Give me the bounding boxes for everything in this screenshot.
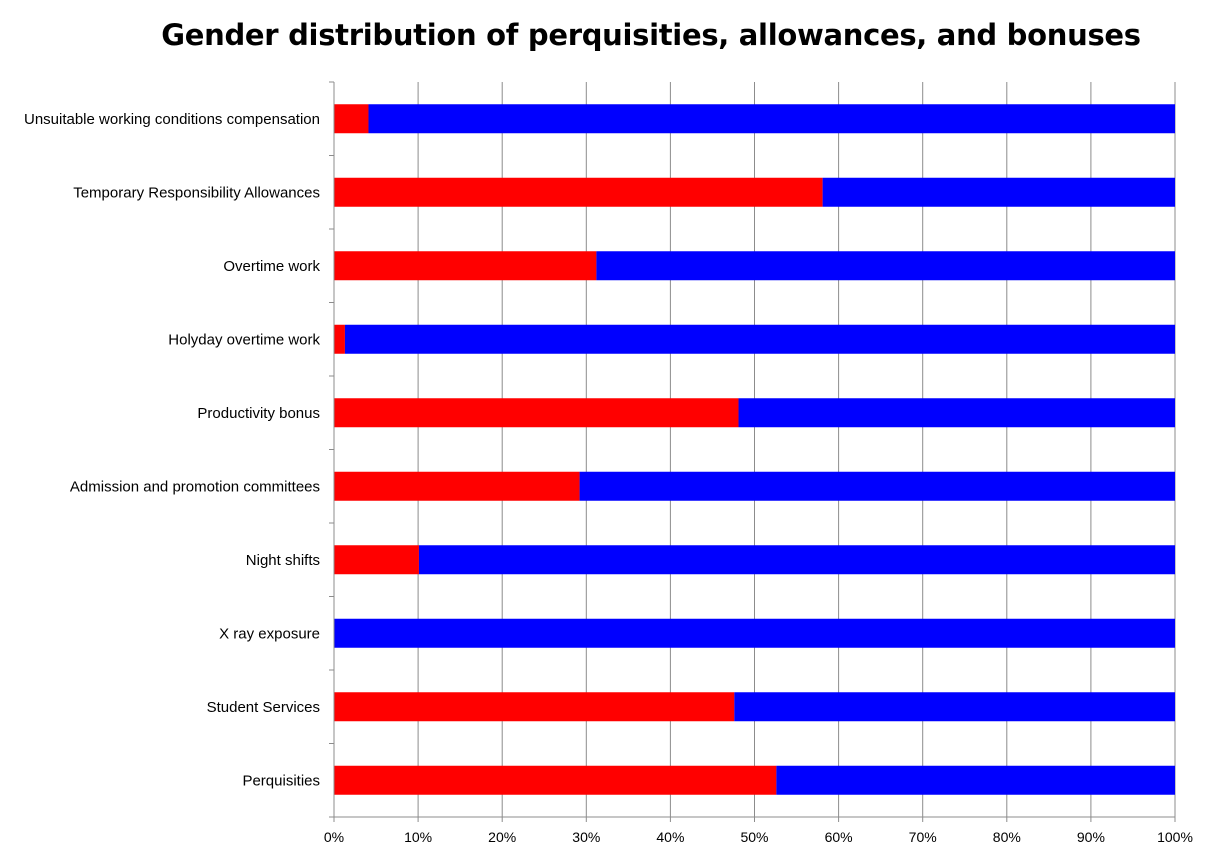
bar-segment-red [334, 471, 580, 501]
bar-segment-red [334, 324, 345, 354]
bar-segment-blue [738, 398, 1175, 428]
bar-segment-blue [596, 251, 1175, 281]
bar-segment-red [334, 104, 369, 134]
bar-segment-blue [734, 692, 1175, 722]
bar-segment-blue [579, 471, 1175, 501]
category-label: Holyday overtime work [168, 331, 320, 348]
x-tick-label: 70% [909, 829, 937, 845]
x-tick-label: 0% [324, 829, 344, 845]
labels: 0% 10% 20% 30% 40% 50% 60% 70% 80% 90% 100% Unsuita… [24, 111, 1193, 845]
bars [334, 104, 1176, 795]
bar-segment-red [334, 545, 419, 575]
category-label: X ray exposure [219, 625, 320, 642]
category-label: Unsuitable working conditions compensati… [24, 111, 320, 128]
x-tick-label: 10% [404, 829, 432, 845]
category-label: Temporary Responsibility Allowances [73, 184, 320, 201]
x-tick-label: 40% [656, 829, 684, 845]
category-label: Perquisities [242, 772, 320, 789]
bar-segment-red [334, 177, 823, 207]
x-tick-label: 90% [1077, 829, 1105, 845]
x-tick-label: 60% [825, 829, 853, 845]
category-label: Productivity bonus [197, 405, 320, 422]
axes [329, 81, 1176, 822]
x-tick-label: 50% [740, 829, 768, 845]
bar-segment-blue [368, 104, 1176, 134]
bar-segment-blue [822, 177, 1175, 207]
bar-segment-blue [344, 324, 1176, 354]
x-tick-label: 100% [1157, 829, 1193, 845]
category-label: Overtime work [223, 258, 320, 275]
bar-segment-red [334, 692, 735, 722]
bar-segment-blue [418, 545, 1175, 575]
x-tick-label: 30% [572, 829, 600, 845]
bar-segment-red [334, 251, 597, 281]
bar-segment-blue [776, 765, 1175, 795]
category-label: Admission and promotion committees [70, 478, 320, 495]
chart-title: Gender distribution of perquisities, all… [161, 18, 1141, 52]
x-tick-label: 20% [488, 829, 516, 845]
bar-segment-red [334, 765, 777, 795]
bar-segment-blue [334, 618, 1175, 648]
category-label: Night shifts [246, 552, 320, 569]
x-tick-label: 80% [993, 829, 1021, 845]
bar-segment-red [334, 398, 739, 428]
category-label: Student Services [207, 699, 320, 716]
